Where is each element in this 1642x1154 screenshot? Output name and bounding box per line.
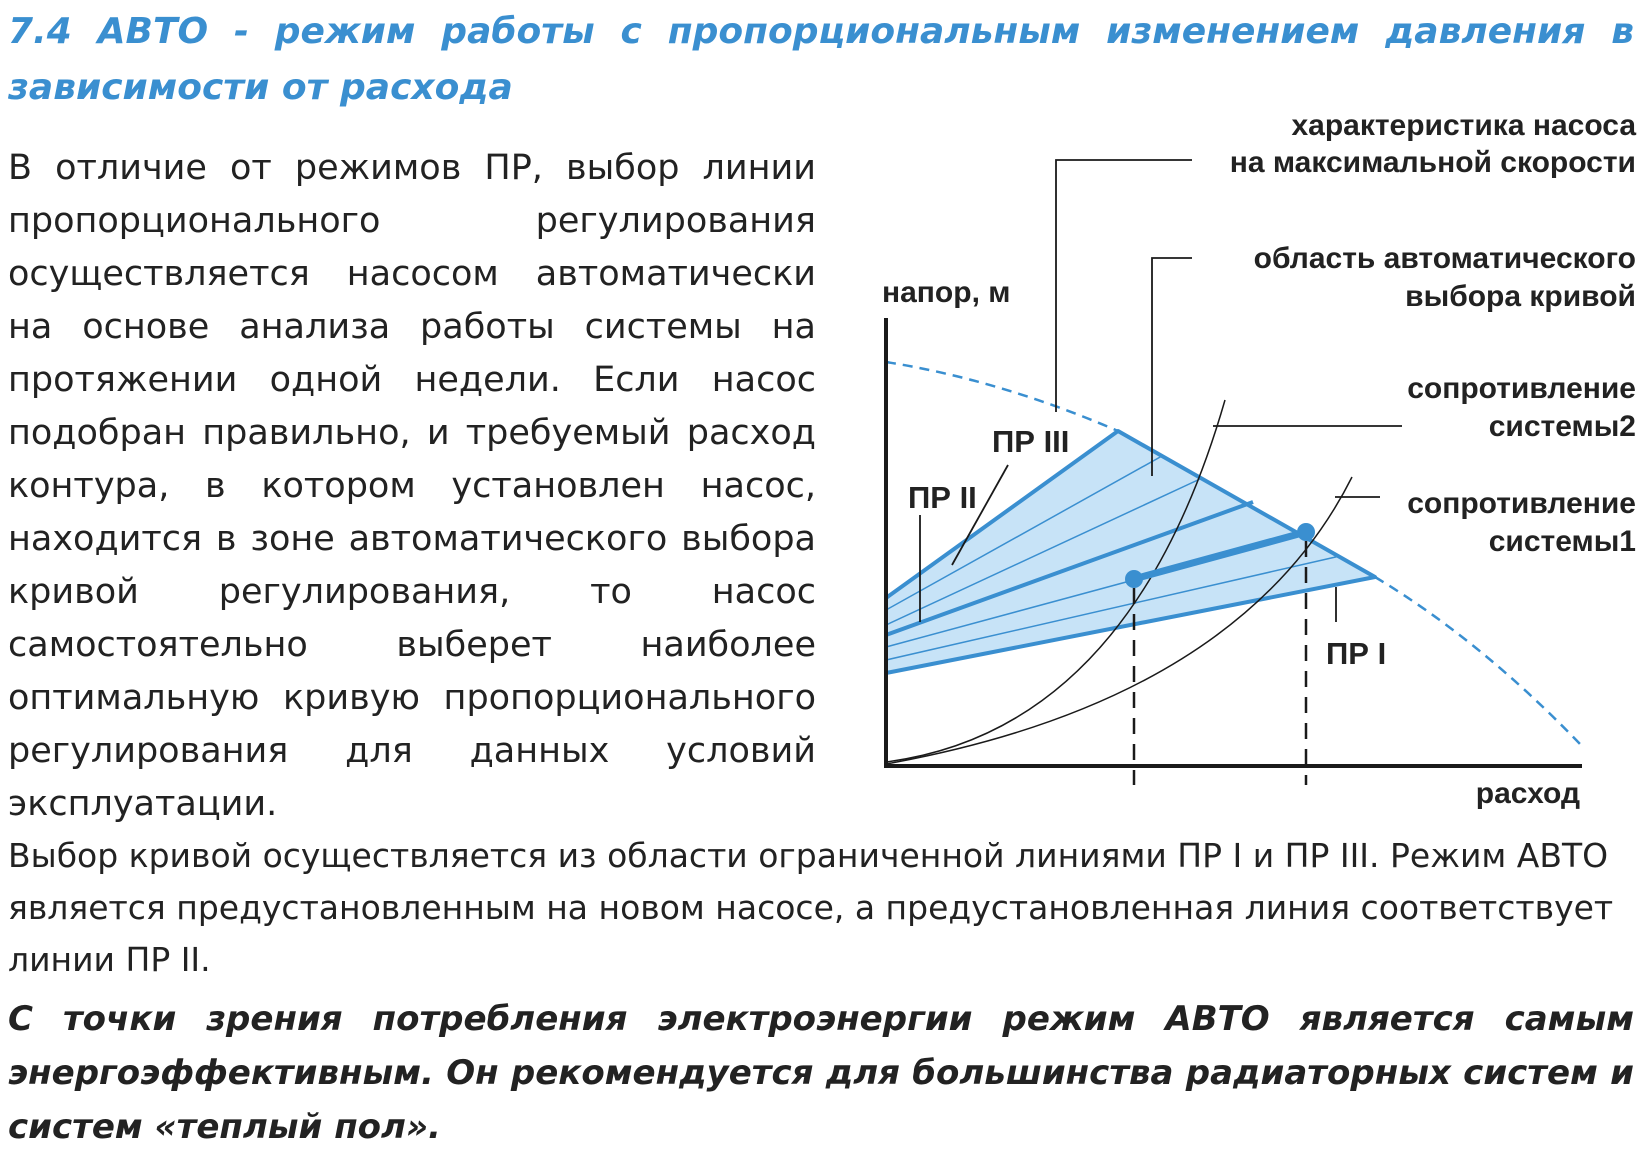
section-title: 7.4 АВТО - режим работы с пропорциональн…	[8, 11, 1634, 108]
pr2-label: ПР II	[908, 480, 977, 515]
system-resistance-2-curve	[885, 399, 1226, 763]
auto-area-label-line1: область автоматического	[1254, 242, 1636, 275]
energy-efficiency-paragraph: С точки зрения потребления электроэнерги…	[8, 999, 1634, 1147]
y-axis-label: напор, м	[882, 276, 1010, 309]
max-speed-label-line1: характеристика насоса	[1291, 109, 1636, 142]
resistance-1-label-line2: системы1	[1489, 525, 1636, 558]
pr2-line	[885, 500, 1254, 637]
auto-area-label-line2: выбора кривой	[1405, 280, 1636, 313]
intro-paragraph: В отличие от режимов ПР, выбор линии про…	[8, 148, 816, 824]
body-paragraph: Выбор кривой осуществляется из области о…	[8, 836, 1614, 979]
resistance-2-label-line1: сопротивление	[1407, 372, 1636, 405]
resistance-2-label-line2: системы2	[1489, 410, 1636, 443]
x-axis-label: расход	[1476, 777, 1580, 810]
resistance-1-label-line1: сопротивление	[1407, 487, 1636, 520]
max-speed-curve-tail	[1374, 575, 1581, 745]
operating-line	[1133, 528, 1307, 583]
pr1-label: ПР I	[1326, 636, 1386, 671]
leader-lines	[919, 159, 1402, 622]
operating-point-1	[1125, 570, 1143, 588]
operating-point-2	[1297, 523, 1315, 541]
system-resistance-1-curve	[885, 476, 1353, 765]
max-speed-curve	[885, 360, 1119, 433]
max-speed-label-line2: на максимальной скорости	[1230, 146, 1636, 179]
pr3-label: ПР III	[992, 424, 1069, 459]
